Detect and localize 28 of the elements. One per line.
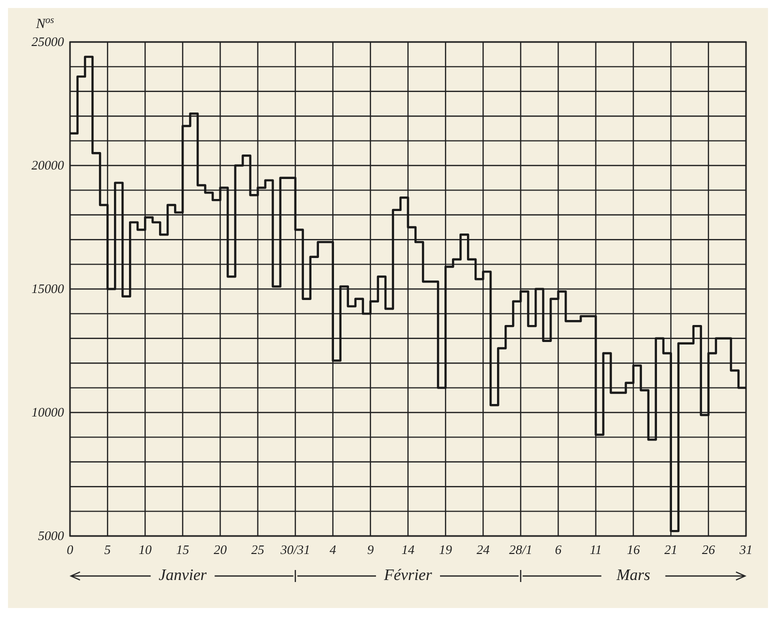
x-tick-label: 14 (402, 542, 415, 557)
y-tick-label: 25000 (32, 34, 64, 49)
y-tick-label: 10000 (32, 404, 64, 420)
x-tick-label: 10 (138, 542, 152, 557)
text: Mars (615, 567, 650, 584)
x-tick-label: 15 (176, 542, 190, 557)
y-axis-title: N$^{os}$ (35, 14, 54, 32)
x-tick-label: 31 (738, 542, 752, 557)
x-tick-label: 28/1 (509, 542, 532, 557)
x-tick-label: 11 (590, 542, 602, 557)
y-tick-label: 5000 (38, 528, 64, 543)
x-tick-label: 0 (66, 542, 74, 557)
x-tick-label: 4 (330, 542, 337, 557)
x-tick-label: 25 (251, 542, 265, 557)
y-tick-label: 15000 (32, 281, 64, 296)
x-tick-label: 5 (104, 542, 112, 557)
x-tick-label: 21 (664, 542, 678, 557)
x-tick-label: 26 (702, 542, 716, 557)
x-tick-label: 6 (554, 542, 562, 557)
y-tick-label: 20000 (32, 158, 64, 172)
x-tick-label: 30/31 (280, 542, 310, 557)
x-tick-label: 20 (214, 542, 228, 557)
text: Janvier (158, 567, 208, 584)
x-tick-label: 9 (367, 542, 374, 557)
x-tick-label: 19 (439, 542, 453, 557)
x-tick-label: 24 (476, 542, 490, 557)
x-tick-label: 16 (626, 542, 640, 557)
text: Février (383, 567, 433, 584)
